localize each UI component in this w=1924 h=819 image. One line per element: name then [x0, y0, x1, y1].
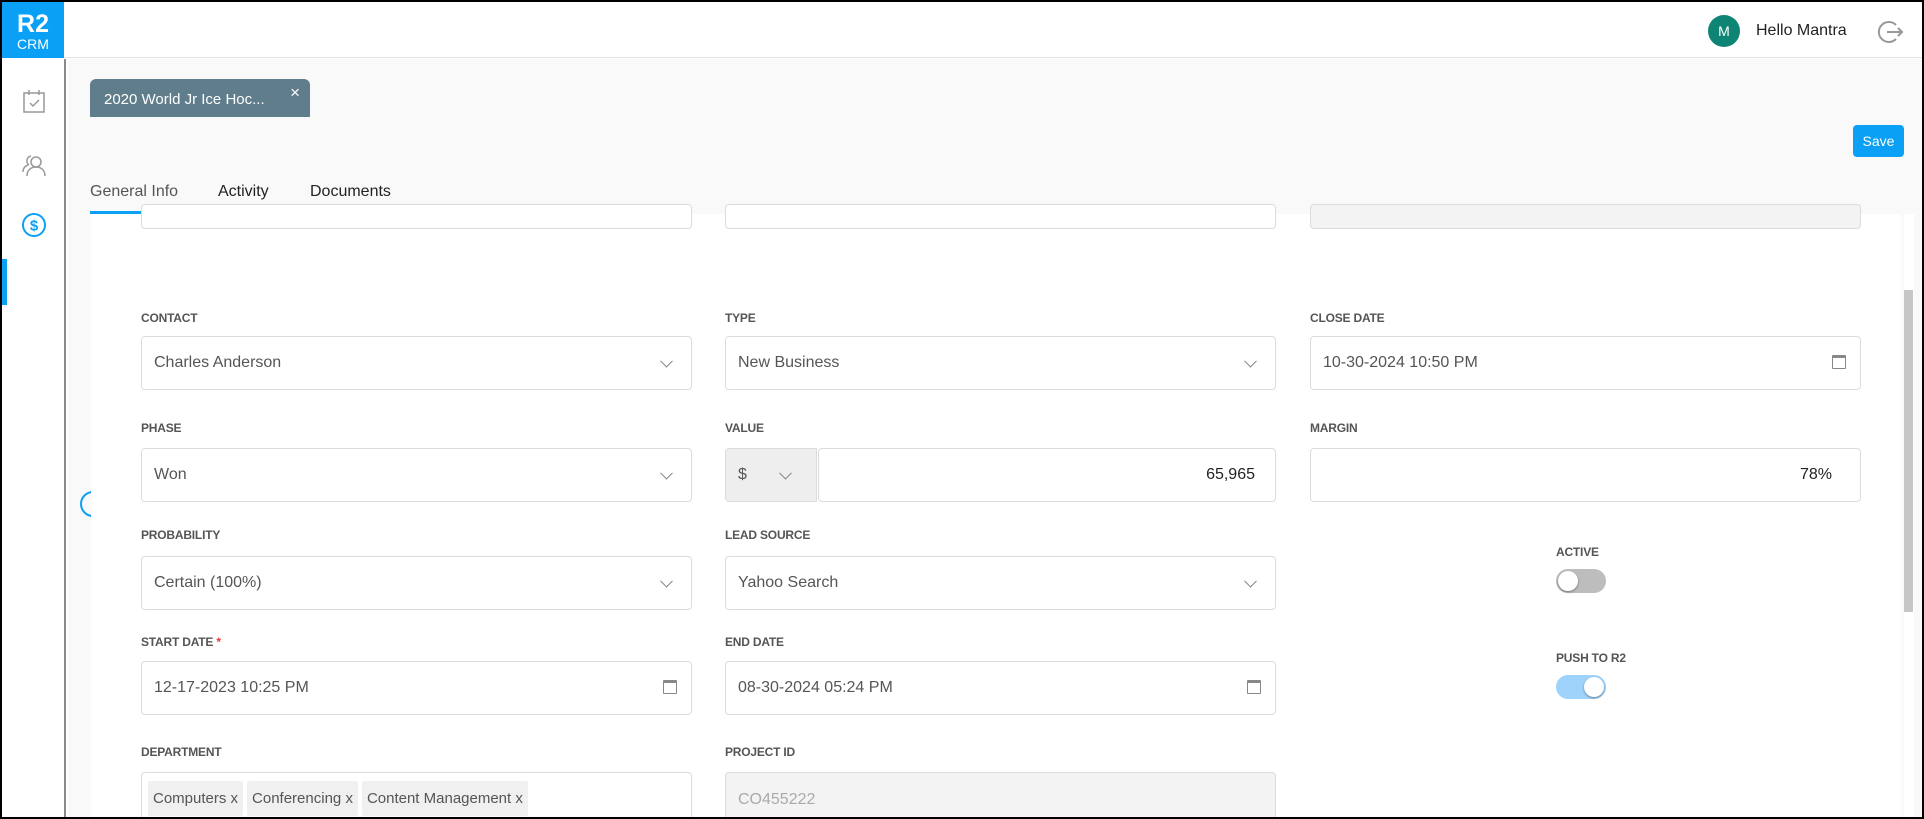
svg-text:$: $ [30, 218, 39, 235]
push-to-r2-label: PUSH TO R2 [1556, 651, 1626, 665]
save-button[interactable]: Save [1853, 125, 1904, 157]
chevron-down-icon [660, 466, 673, 480]
lead-source-select[interactable]: Yahoo Search [725, 556, 1276, 610]
users-icon[interactable] [20, 151, 48, 179]
close-date-label: CLOSE DATE [1310, 311, 1385, 325]
partial-textarea[interactable] [725, 204, 1276, 229]
margin-input[interactable]: 78% [1310, 448, 1861, 502]
department-tag: Conferencing x [247, 780, 358, 816]
form-panel: CONTACT Charles Anderson TYPE New Busine… [91, 204, 1901, 817]
end-date-input[interactable]: 08-30-2024 05:24 PM [725, 661, 1276, 715]
calendar-check-icon[interactable] [20, 87, 48, 115]
sidebar: $ [2, 59, 66, 817]
department-multiselect[interactable]: Computers x Conferencing x Content Manag… [141, 772, 692, 817]
scrollbar-thumb[interactable] [1904, 290, 1913, 612]
chevron-down-icon [660, 354, 673, 368]
logo[interactable]: R2 CRM [2, 2, 64, 58]
logout-icon[interactable] [1876, 18, 1904, 46]
probability-label: PROBABILITY [141, 528, 221, 542]
user-greeting: Hello Mantra [1756, 22, 1847, 39]
dollar-circle-icon[interactable]: $ [20, 211, 48, 239]
probability-select[interactable]: Certain (100%) [141, 556, 692, 610]
avatar[interactable]: M [1708, 15, 1740, 47]
margin-label: MARGIN [1310, 421, 1358, 435]
project-id-label: PROJECT ID [725, 745, 796, 759]
project-id-input: CO455222 [725, 772, 1276, 817]
value-label: VALUE [725, 421, 764, 435]
contact-label: CONTACT [141, 311, 198, 325]
close-tab-icon[interactable]: × [290, 83, 300, 102]
partial-field[interactable] [141, 204, 692, 229]
tab-documents[interactable]: Documents [310, 183, 391, 200]
department-label: DEPARTMENT [141, 745, 222, 759]
active-label: ACTIVE [1556, 545, 1599, 559]
chevron-down-icon [779, 466, 792, 480]
calendar-icon[interactable] [663, 680, 677, 694]
remove-tag-icon[interactable]: x [230, 789, 239, 807]
push-to-r2-toggle[interactable] [1556, 675, 1606, 699]
type-label: TYPE [725, 311, 756, 325]
tab-activity[interactable]: Activity [218, 183, 269, 200]
active-indicator [2, 259, 7, 305]
calendar-icon[interactable] [1832, 355, 1846, 369]
type-select[interactable]: New Business [725, 336, 1276, 390]
remove-tag-icon[interactable]: x [345, 789, 353, 807]
calendar-icon[interactable] [1247, 680, 1261, 694]
chevron-down-icon [1244, 354, 1257, 368]
phase-select[interactable]: Won [141, 448, 692, 502]
remove-tag-icon[interactable]: x [515, 789, 523, 807]
top-header: R2 CRM M Hello Mantra [2, 2, 1922, 58]
tab-underline [90, 211, 182, 214]
start-date-input[interactable]: 12-17-2023 10:25 PM [141, 661, 692, 715]
department-tag: Computers x [148, 780, 244, 816]
partial-readonly-field [1310, 204, 1861, 229]
department-tag: Content Management x [361, 780, 528, 816]
active-toggle[interactable] [1556, 569, 1606, 593]
close-date-input[interactable]: 10-30-2024 10:50 PM [1310, 336, 1861, 390]
value-amount-input[interactable]: 65,965 [818, 448, 1276, 502]
record-tab[interactable]: 2020 World Jr Ice Hoc... × [90, 79, 310, 117]
required-mark: * [216, 635, 221, 649]
chevron-down-icon [1244, 574, 1257, 588]
chevron-down-icon [660, 574, 673, 588]
end-date-label: END DATE [725, 635, 784, 649]
currency-select[interactable]: $ [725, 448, 817, 502]
main-area: 2020 World Jr Ice Hoc... × Save General … [68, 59, 1922, 817]
tab-general-info[interactable]: General Info [90, 183, 179, 200]
contact-select[interactable]: Charles Anderson [141, 336, 692, 390]
start-date-label: START DATE * [141, 635, 221, 649]
phase-label: PHASE [141, 421, 182, 435]
lead-source-label: LEAD SOURCE [725, 528, 811, 542]
